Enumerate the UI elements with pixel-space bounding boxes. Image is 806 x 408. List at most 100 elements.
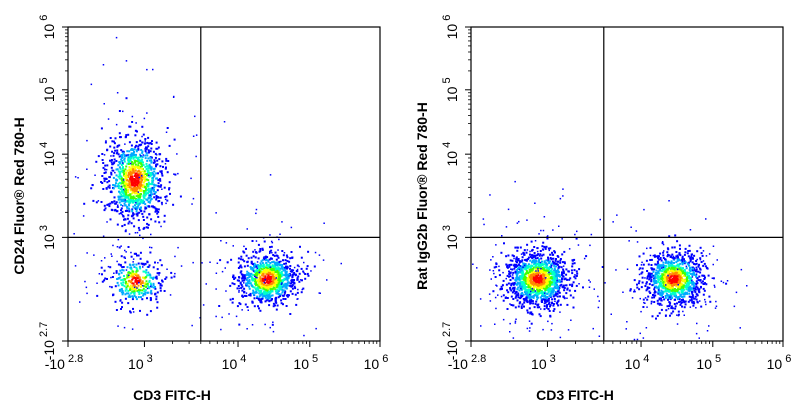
event-dot	[112, 169, 115, 172]
event-dot	[694, 263, 697, 266]
event-dot	[151, 181, 154, 183]
event-dot	[291, 274, 294, 277]
event-dot	[577, 244, 580, 246]
event-dot	[645, 281, 648, 284]
event-dot	[551, 262, 554, 265]
event-dot	[514, 246, 517, 249]
event-dot	[264, 275, 267, 278]
event-dot	[668, 271, 671, 273]
event-dot	[700, 261, 703, 263]
event-dot	[120, 185, 123, 188]
event-dot	[135, 296, 137, 299]
event-dot	[132, 187, 135, 190]
event-dot	[120, 190, 123, 193]
event-dot	[137, 147, 140, 150]
event-dot	[664, 271, 667, 274]
event-dot	[638, 273, 641, 276]
event-dot	[136, 212, 139, 215]
event-dot	[226, 261, 229, 264]
event-dot	[239, 271, 242, 274]
event-dot	[124, 249, 126, 252]
event-dot	[282, 283, 285, 286]
event-dot	[527, 288, 530, 291]
event-dot	[118, 132, 121, 135]
event-dot	[160, 225, 162, 228]
event-dot	[694, 295, 697, 298]
event-dot	[714, 286, 716, 288]
event-dot	[558, 287, 561, 289]
event-dot	[120, 175, 123, 178]
event-dot	[561, 285, 564, 288]
event-dot	[702, 250, 705, 252]
event-dot	[123, 223, 126, 226]
event-dot	[134, 163, 137, 166]
event-dot	[735, 291, 738, 294]
event-dot	[127, 292, 130, 295]
event-dot	[539, 315, 542, 318]
event-dot	[699, 246, 702, 249]
event-dot	[155, 154, 158, 156]
event-dot	[565, 284, 568, 287]
event-dot	[131, 121, 134, 123]
event-dot	[516, 265, 519, 267]
event-dot	[546, 269, 549, 272]
event-dot	[272, 321, 274, 323]
event-dot	[520, 260, 523, 263]
event-dot	[512, 337, 515, 339]
event-dot	[275, 289, 278, 291]
event-dot	[135, 176, 138, 179]
event-dot	[215, 272, 218, 274]
event-dot	[537, 270, 539, 272]
event-dot	[314, 251, 317, 254]
event-dot	[130, 175, 132, 178]
event-dot	[528, 299, 531, 302]
event-dot	[128, 210, 131, 213]
event-dot	[127, 191, 130, 194]
event-dot	[536, 281, 539, 284]
event-dot	[170, 271, 173, 274]
event-dot	[551, 278, 554, 281]
event-dot	[526, 219, 528, 221]
event-dot	[653, 291, 656, 294]
event-dot	[661, 277, 664, 280]
event-dot	[141, 280, 144, 283]
event-dot	[134, 178, 136, 181]
event-dot	[268, 304, 271, 307]
event-dot	[553, 251, 556, 253]
event-dot	[128, 233, 131, 235]
event-dot	[495, 262, 498, 265]
event-dot	[149, 165, 152, 168]
event-dot	[693, 262, 695, 265]
event-dot	[150, 173, 153, 176]
event-dot	[127, 246, 130, 248]
event-dot	[659, 274, 662, 277]
event-dot	[256, 287, 259, 290]
event-dot	[472, 263, 474, 265]
event-dot	[543, 271, 546, 274]
event-dot	[145, 280, 148, 283]
event-dot	[132, 307, 134, 310]
event-dot	[103, 154, 106, 156]
event-dot	[278, 288, 281, 291]
event-dot	[516, 269, 518, 272]
event-dot	[106, 221, 108, 223]
event-dot	[251, 276, 254, 279]
event-dot	[137, 192, 140, 195]
event-dot	[667, 297, 670, 299]
event-dot	[733, 305, 736, 308]
event-dot	[689, 279, 691, 282]
event-dot	[678, 271, 681, 274]
event-dot	[147, 274, 150, 277]
event-dot	[659, 258, 662, 260]
event-dots	[472, 180, 748, 341]
event-dot	[106, 278, 108, 280]
event-dot	[340, 262, 342, 265]
event-dot	[597, 306, 600, 309]
event-dot	[260, 267, 263, 270]
event-dot	[271, 274, 274, 276]
event-dot	[103, 180, 106, 183]
event-dot	[191, 203, 193, 205]
event-dot	[121, 290, 124, 292]
event-dot	[242, 275, 244, 278]
event-dot	[536, 306, 539, 309]
